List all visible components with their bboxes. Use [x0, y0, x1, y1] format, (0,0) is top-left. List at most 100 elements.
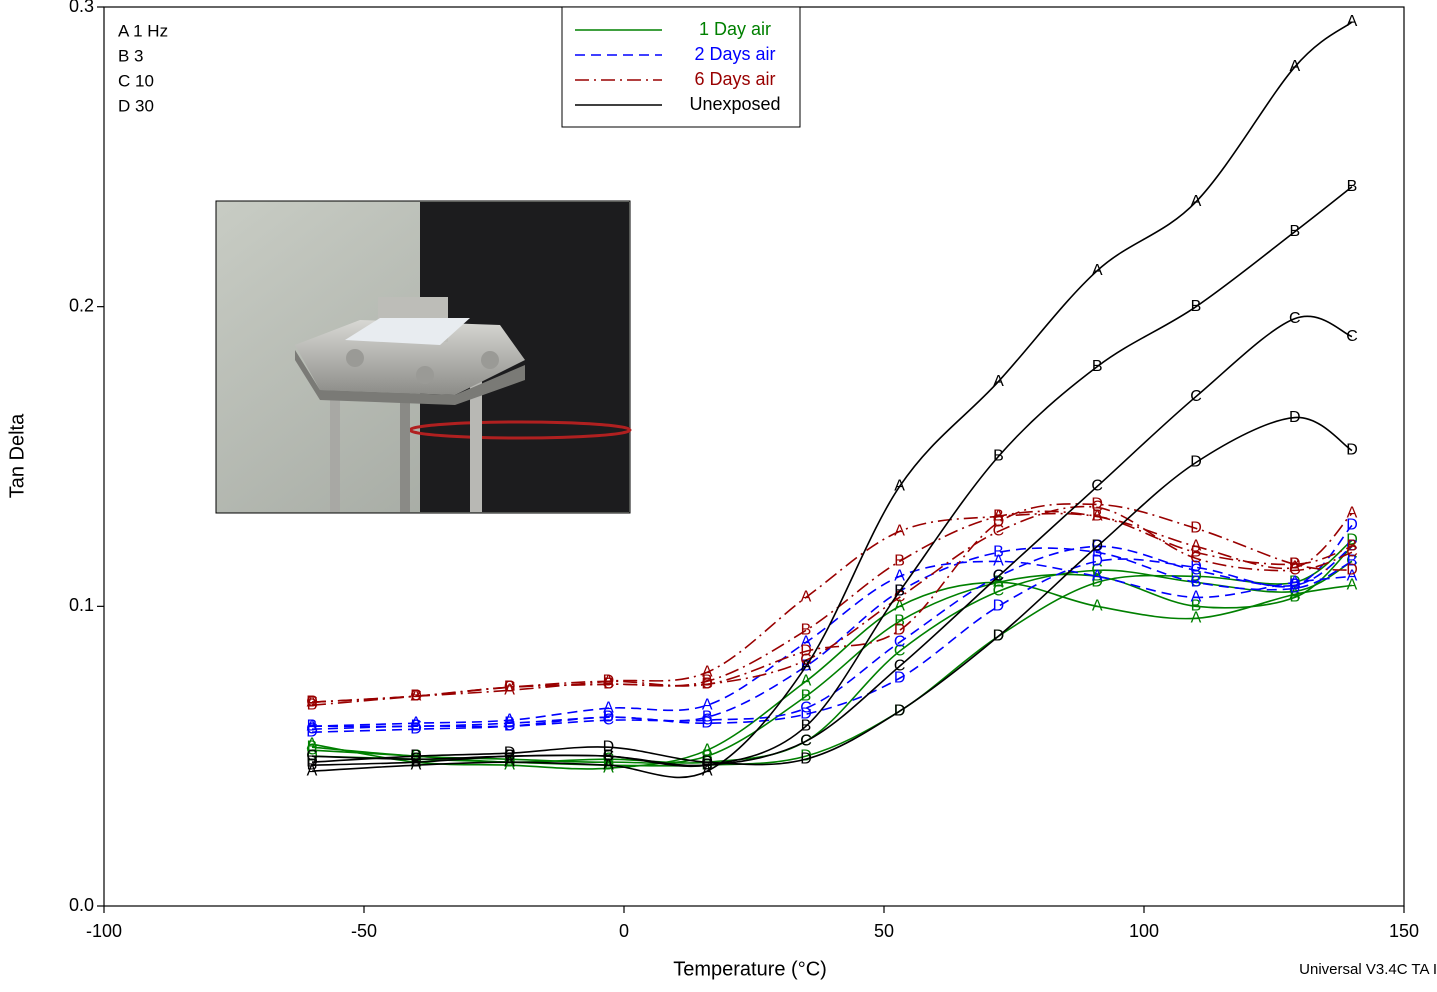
x-tick-label: -50: [351, 921, 377, 941]
curve-marker-label: D: [993, 514, 1005, 531]
curve-marker-label: A: [894, 568, 905, 585]
curve-marker-label: C: [1346, 328, 1358, 345]
curve-marker-label: C: [1091, 499, 1103, 516]
curve-marker-label: B: [702, 708, 713, 725]
curve-marker-label: B: [1092, 544, 1103, 561]
curve-marker-label: A: [1092, 598, 1103, 615]
curve-marker-label: A: [1347, 568, 1358, 585]
data-line: [311, 416, 1353, 766]
curve-marker-label: A: [702, 741, 713, 758]
curve-marker-label: D: [1289, 577, 1301, 594]
curve-marker-label: D: [800, 705, 812, 722]
curve-marker-label: C: [701, 711, 713, 728]
curve-marker-label: A: [1191, 610, 1202, 627]
curve-marker-label: D: [410, 720, 422, 737]
curve-marker-label: C: [894, 657, 906, 674]
curve-marker-label: A: [1347, 505, 1358, 522]
curve-marker-label: D: [306, 753, 318, 770]
curve-marker-label: C: [1289, 562, 1301, 579]
curve-marker-label: C: [306, 741, 318, 758]
curve-marker-label: B: [1289, 223, 1300, 240]
legend-label: 6 Days air: [694, 69, 775, 89]
curve-marker-label: A: [411, 714, 422, 731]
curve-marker-label: A: [1289, 574, 1300, 591]
curve-marker-label: A: [1092, 262, 1103, 279]
data-line: [311, 547, 1353, 728]
curve-marker-label: C: [306, 747, 318, 764]
curve-marker-label: C: [603, 750, 615, 767]
curve-marker-label: C: [1091, 478, 1103, 495]
curve-marker-label: C: [1190, 388, 1202, 405]
curve-marker-label: A: [702, 663, 713, 680]
data-line: [311, 21, 1353, 779]
curve-marker-label: D: [701, 714, 713, 731]
curve-marker-label: A: [1092, 568, 1103, 585]
curve-marker-label: B: [1092, 508, 1103, 525]
curve-marker-label: C: [894, 634, 906, 651]
curve-marker-label: D: [894, 702, 906, 719]
curve-marker-label: A: [1347, 577, 1358, 594]
curve-marker-label: D: [504, 678, 516, 695]
x-tick-label: 150: [1389, 921, 1419, 941]
curve-marker-label: D: [894, 622, 906, 639]
curve-marker-label: A: [504, 756, 515, 773]
curve-marker-label: A: [1347, 13, 1358, 30]
curve-marker-label: C: [701, 756, 713, 773]
curve-marker-label: B: [993, 574, 1004, 591]
curve-marker-label: B: [702, 747, 713, 764]
curve-marker-label: D: [306, 693, 318, 710]
frequency-key: A 1 Hz B 3 C 10 D 30: [118, 21, 168, 115]
curve-marker-label: C: [1289, 310, 1301, 327]
curve-marker-label: A: [894, 523, 905, 540]
curve-marker-label: D: [1346, 532, 1358, 549]
curve-marker-label: D: [504, 744, 516, 761]
curve-marker-label: D: [701, 675, 713, 692]
curve-marker-label: B: [1347, 178, 1358, 195]
curve-marker-label: B: [1191, 544, 1202, 561]
curve-marker-label: C: [800, 651, 812, 668]
curve-marker-label: C: [603, 675, 615, 692]
x-tick-label: 50: [874, 921, 894, 941]
curve-marker-label: B: [993, 544, 1004, 561]
curve-marker-label: A: [1191, 193, 1202, 210]
curve-marker-label: B: [504, 750, 515, 767]
curve-marker-label: A: [307, 762, 318, 779]
data-line: [311, 545, 1353, 764]
curve-marker-label: D: [306, 723, 318, 740]
curve-marker-label: A: [702, 696, 713, 713]
curve-marker-label: D: [800, 643, 812, 660]
curve-marker-label: D: [1091, 538, 1103, 555]
curve-marker-label: D: [1346, 517, 1358, 534]
curve-marker-label: D: [1190, 559, 1202, 576]
curve-marker-label: B: [993, 448, 1004, 465]
curve-marker-label: D: [410, 687, 422, 704]
curve-marker-label: C: [800, 732, 812, 749]
curve-marker-label: B: [307, 717, 318, 734]
curve-marker-label: A: [307, 735, 318, 752]
curve-marker-label: A: [1289, 586, 1300, 603]
curve-marker-label: B: [1289, 589, 1300, 606]
curve-marker-label: C: [603, 711, 615, 728]
curve-marker-label: C: [993, 583, 1005, 600]
curve-marker-label: C: [410, 717, 422, 734]
curve-marker-label: C: [894, 643, 906, 660]
curve-marker-label: B: [1347, 538, 1358, 555]
y-tick-label: 0.3: [69, 0, 94, 16]
x-tick-label: 0: [619, 921, 629, 941]
curve-marker-label: A: [801, 589, 812, 606]
curve-marker-label: A: [993, 553, 1004, 570]
curve-marker-label: A: [1191, 538, 1202, 555]
curve-marker-label: A: [504, 711, 515, 728]
data-line: [311, 512, 1353, 704]
curve-marker-label: B: [801, 622, 812, 639]
curve-marker-label: B: [801, 687, 812, 704]
curve-marker-label: A: [504, 681, 515, 698]
curve-marker-label: D: [1346, 442, 1358, 459]
curve-marker-label: B: [1191, 298, 1202, 315]
curve-marker-label: A: [1191, 589, 1202, 606]
curve-marker-label: C: [504, 678, 516, 695]
curve-marker-label: D: [603, 708, 615, 725]
curve-marker-label: A: [504, 753, 515, 770]
data-line: [311, 560, 1353, 727]
